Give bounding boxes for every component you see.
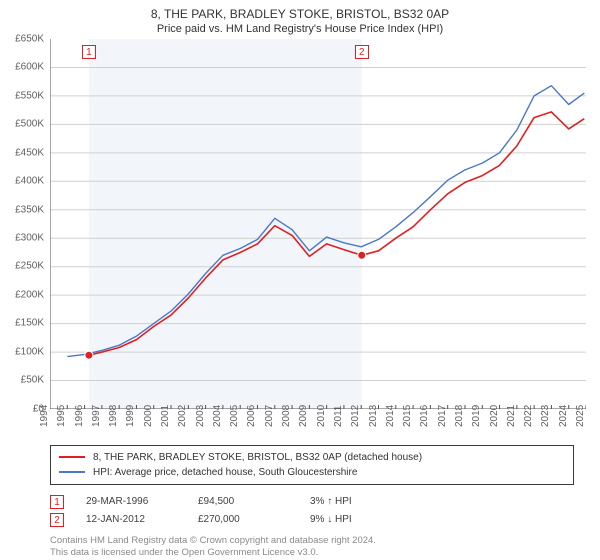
y-tick-label: £550K — [15, 90, 44, 101]
legend-item: HPI: Average price, detached house, Sout… — [59, 465, 565, 480]
y-tick-label: £500K — [15, 119, 44, 130]
y-tick-label: £50K — [21, 375, 44, 386]
x-tick-label: 2025 — [575, 405, 586, 427]
y-tick-label: £600K — [15, 62, 44, 73]
x-tick-label: 2015 — [402, 405, 413, 427]
legend-label: HPI: Average price, detached house, Sout… — [93, 465, 357, 480]
sale-delta: 3% ↑ HPI — [310, 496, 400, 507]
sale-row: 2 12-JAN-2012 £270,000 9% ↓ HPI — [50, 511, 574, 529]
chart-svg — [50, 39, 586, 409]
sale-marker-2: 2 — [355, 45, 369, 59]
x-tick-label: 1997 — [91, 405, 102, 427]
x-tick-label: 1995 — [56, 405, 67, 427]
sale-delta: 9% ↓ HPI — [310, 514, 400, 525]
chart-subtitle: Price paid vs. HM Land Registry's House … — [0, 23, 600, 39]
x-tick-label: 2014 — [385, 405, 396, 427]
y-tick-label: £100K — [15, 346, 44, 357]
x-tick-label: 2022 — [523, 405, 534, 427]
x-tick-label: 2009 — [298, 405, 309, 427]
y-tick-label: £400K — [15, 176, 44, 187]
y-tick-label: £650K — [15, 33, 44, 44]
sale-price: £270,000 — [198, 514, 288, 525]
legend-swatch — [59, 456, 85, 458]
x-tick-label: 2024 — [558, 405, 569, 427]
x-tick-label: 2000 — [143, 405, 154, 427]
x-tick-label: 2021 — [506, 405, 517, 427]
x-tick-label: 1994 — [39, 405, 50, 427]
y-tick-label: £450K — [15, 147, 44, 158]
x-tick-label: 2020 — [488, 405, 499, 427]
x-tick-label: 2003 — [194, 405, 205, 427]
sale-marker-1: 1 — [82, 45, 96, 59]
x-tick-label: 2004 — [212, 405, 223, 427]
sale-date: 29-MAR-1996 — [86, 496, 176, 507]
x-tick-label: 2001 — [160, 405, 171, 427]
chart-container: 8, THE PARK, BRADLEY STOKE, BRISTOL, BS3… — [0, 0, 600, 560]
chart-footnote: Contains HM Land Registry data © Crown c… — [50, 535, 574, 560]
x-tick-label: 2018 — [454, 405, 465, 427]
chart-plot-area: £0£50K£100K£150K£200K£250K£300K£350K£400… — [50, 39, 586, 409]
y-tick-label: £200K — [15, 289, 44, 300]
sale-marker-inline: 1 — [50, 495, 64, 509]
chart-legend: 8, THE PARK, BRADLEY STOKE, BRISTOL, BS3… — [50, 445, 574, 485]
x-tick-label: 1998 — [108, 405, 119, 427]
legend-swatch — [59, 471, 85, 473]
x-tick-label: 2019 — [471, 405, 482, 427]
footnote-line2: This data is licensed under the Open Gov… — [50, 547, 574, 559]
x-tick-label: 2016 — [419, 405, 430, 427]
x-tick-label: 2013 — [367, 405, 378, 427]
x-tick-label: 2005 — [229, 405, 240, 427]
legend-label: 8, THE PARK, BRADLEY STOKE, BRISTOL, BS3… — [93, 450, 422, 465]
sales-table: 1 29-MAR-1996 £94,500 3% ↑ HPI 2 12-JAN-2012 £… — [50, 493, 574, 529]
x-tick-label: 2023 — [540, 405, 551, 427]
sale-marker-inline: 2 — [50, 513, 64, 527]
sale-row: 1 29-MAR-1996 £94,500 3% ↑ HPI — [50, 493, 574, 511]
x-tick-label: 2007 — [264, 405, 275, 427]
x-tick-label: 2002 — [177, 405, 188, 427]
x-tick-label: 2017 — [437, 405, 448, 427]
x-tick-label: 1999 — [125, 405, 136, 427]
chart-title: 8, THE PARK, BRADLEY STOKE, BRISTOL, BS3… — [0, 0, 600, 23]
y-tick-label: £350K — [15, 204, 44, 215]
y-tick-label: £300K — [15, 233, 44, 244]
sale-date: 12-JAN-2012 — [86, 514, 176, 525]
x-tick-label: 2010 — [316, 405, 327, 427]
x-tick-label: 2011 — [333, 405, 344, 427]
sale-price: £94,500 — [198, 496, 288, 507]
x-tick-label: 1996 — [73, 405, 84, 427]
y-tick-label: £150K — [15, 318, 44, 329]
x-tick-label: 2008 — [281, 405, 292, 427]
legend-item: 8, THE PARK, BRADLEY STOKE, BRISTOL, BS3… — [59, 450, 565, 465]
y-tick-label: £250K — [15, 261, 44, 272]
footnote-line1: Contains HM Land Registry data © Crown c… — [50, 535, 574, 547]
x-tick-label: 2006 — [246, 405, 257, 427]
x-tick-label: 2012 — [350, 405, 361, 427]
